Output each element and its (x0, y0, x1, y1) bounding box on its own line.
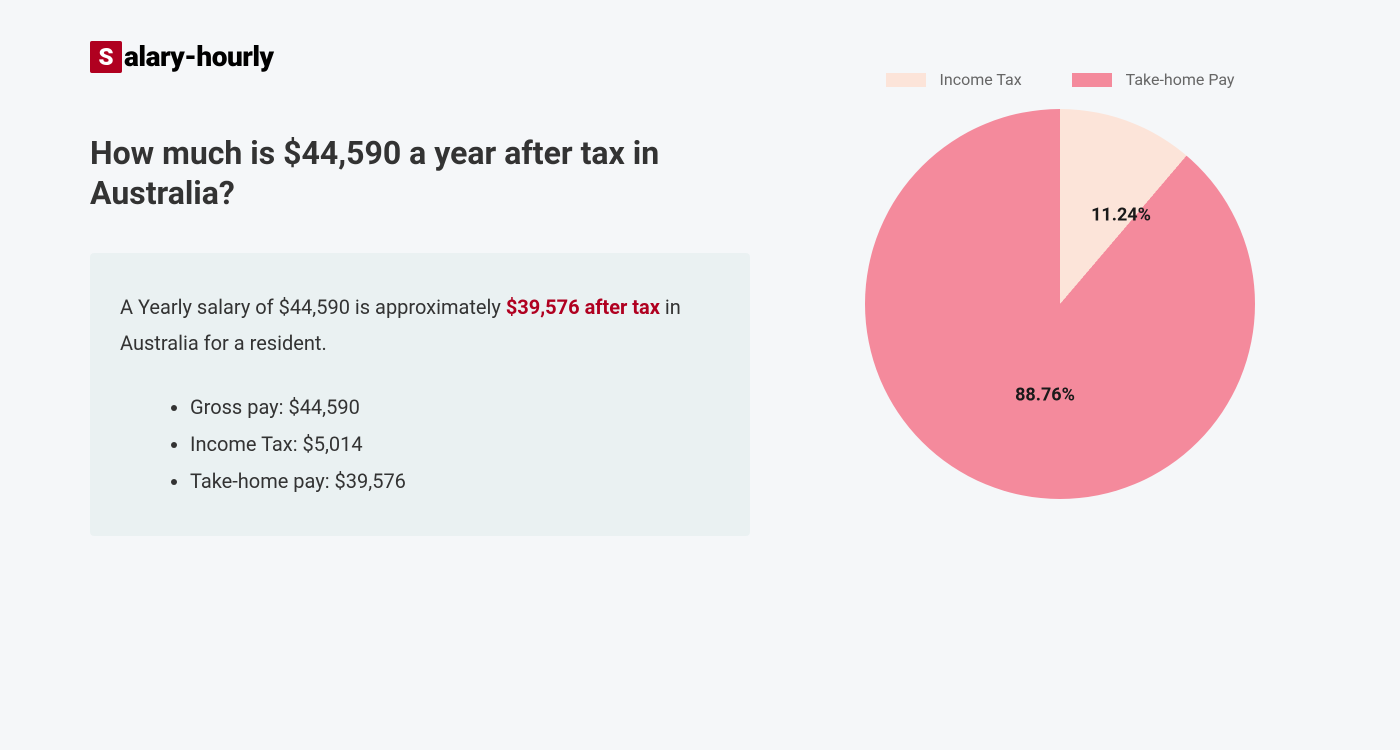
list-item: Income Tax: $5,014 (190, 426, 720, 463)
site-logo: S alary-hourly (90, 40, 750, 73)
logo-text: alary-hourly (124, 40, 274, 73)
legend-swatch (886, 73, 926, 87)
summary-highlight: $39,576 after tax (506, 295, 660, 319)
page-title: How much is $44,590 a year after tax in … (90, 133, 750, 213)
legend-label: Take-home Pay (1126, 70, 1235, 89)
slice-label-income-tax: 11.24% (1091, 205, 1151, 226)
legend-swatch (1072, 73, 1112, 87)
legend-item-take-home: Take-home Pay (1072, 70, 1235, 89)
list-item: Gross pay: $44,590 (190, 389, 720, 426)
summary-box: A Yearly salary of $44,590 is approximat… (90, 253, 750, 536)
logo-badge: S (90, 41, 122, 73)
list-item: Take-home pay: $39,576 (190, 463, 720, 500)
chart-legend: Income Tax Take-home Pay (886, 70, 1235, 89)
pie-surface (865, 109, 1255, 499)
legend-item-income-tax: Income Tax (886, 70, 1022, 89)
legend-label: Income Tax (940, 70, 1022, 89)
pie-chart: 11.24% 88.76% (865, 109, 1255, 499)
summary-prefix: A Yearly salary of $44,590 is approximat… (120, 295, 506, 319)
slice-label-take-home: 88.76% (1015, 385, 1075, 406)
summary-text: A Yearly salary of $44,590 is approximat… (120, 289, 720, 361)
breakdown-list: Gross pay: $44,590 Income Tax: $5,014 Ta… (120, 389, 720, 500)
